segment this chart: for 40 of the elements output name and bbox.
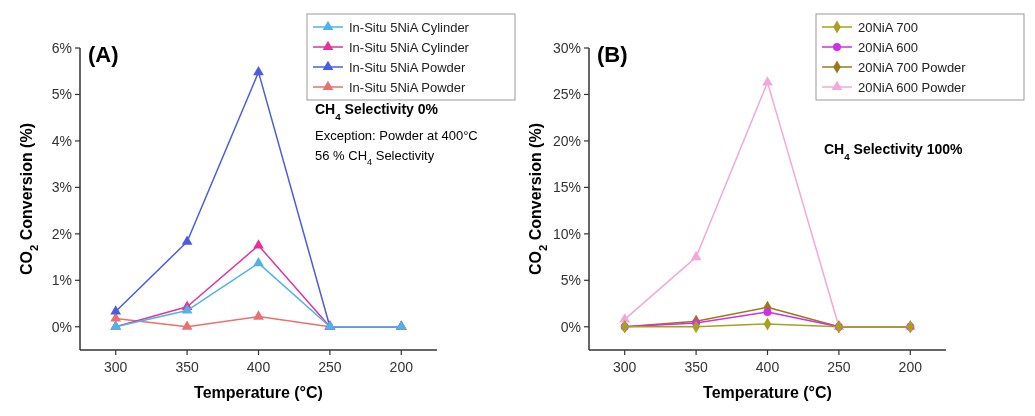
x-axis-title: Temperature (°C) [703, 384, 832, 401]
x-tick-label: 300 [613, 359, 637, 375]
x-tick-label: 350 [684, 359, 708, 375]
legend-label: 20NiA 600 Powder [858, 79, 967, 95]
y-tick-label: 25% [552, 86, 581, 103]
x-tick-label: 250 [318, 359, 342, 375]
legend-label: 20NiA 700 Powder [858, 59, 967, 75]
y-tick-label: 2% [51, 225, 72, 242]
annotation: Exception: Powder at 400°C [315, 128, 478, 143]
x-tick-label: 400 [246, 359, 271, 375]
x-axis-title: Temperature (°C) [194, 384, 323, 401]
x-tick-label: 300 [104, 359, 128, 375]
legend-label: In-Situ 5NiA Cylinder [349, 39, 470, 55]
y-tick-label: 20% [552, 132, 581, 149]
y-tick-label: 6% [51, 39, 72, 56]
x-tick-label: 200 [389, 359, 414, 375]
y-tick-label: 30% [552, 39, 581, 56]
y-tick-label: 1% [51, 272, 72, 289]
legend-label: In-Situ 5NiA Powder [349, 79, 466, 95]
y-tick-label: 5% [51, 86, 72, 103]
legend-label: 20NiA 700 [858, 19, 918, 35]
annotation: 56 % CH$_{4}$ Selectivity [315, 148, 435, 167]
chart-title: (A) [88, 42, 119, 67]
annotation: CH$_{4}$ Selectivity 0% [315, 101, 439, 122]
annotation: CH$_{4}$ Selectivity 100% [824, 141, 964, 162]
x-tick-label: 400 [755, 359, 780, 375]
legend-label: 20NiA 600 [858, 39, 918, 55]
legend-label: In-Situ 5NiA Cylinder [349, 19, 470, 35]
y-tick-label: 4% [51, 132, 72, 149]
y-tick-label: 3% [51, 179, 72, 196]
y-tick-label: 10% [552, 225, 581, 242]
y-tick-label: 0% [51, 318, 72, 335]
x-tick-label: 200 [898, 359, 923, 375]
chart-title: (B) [597, 42, 628, 67]
legend-label: In-Situ 5NiA Powder [349, 59, 466, 75]
y-tick-label: 15% [552, 179, 581, 196]
x-tick-label: 250 [827, 359, 851, 375]
x-tick-label: 350 [175, 359, 199, 375]
y-tick-label: 0% [560, 318, 581, 335]
y-tick-label: 5% [560, 272, 581, 289]
